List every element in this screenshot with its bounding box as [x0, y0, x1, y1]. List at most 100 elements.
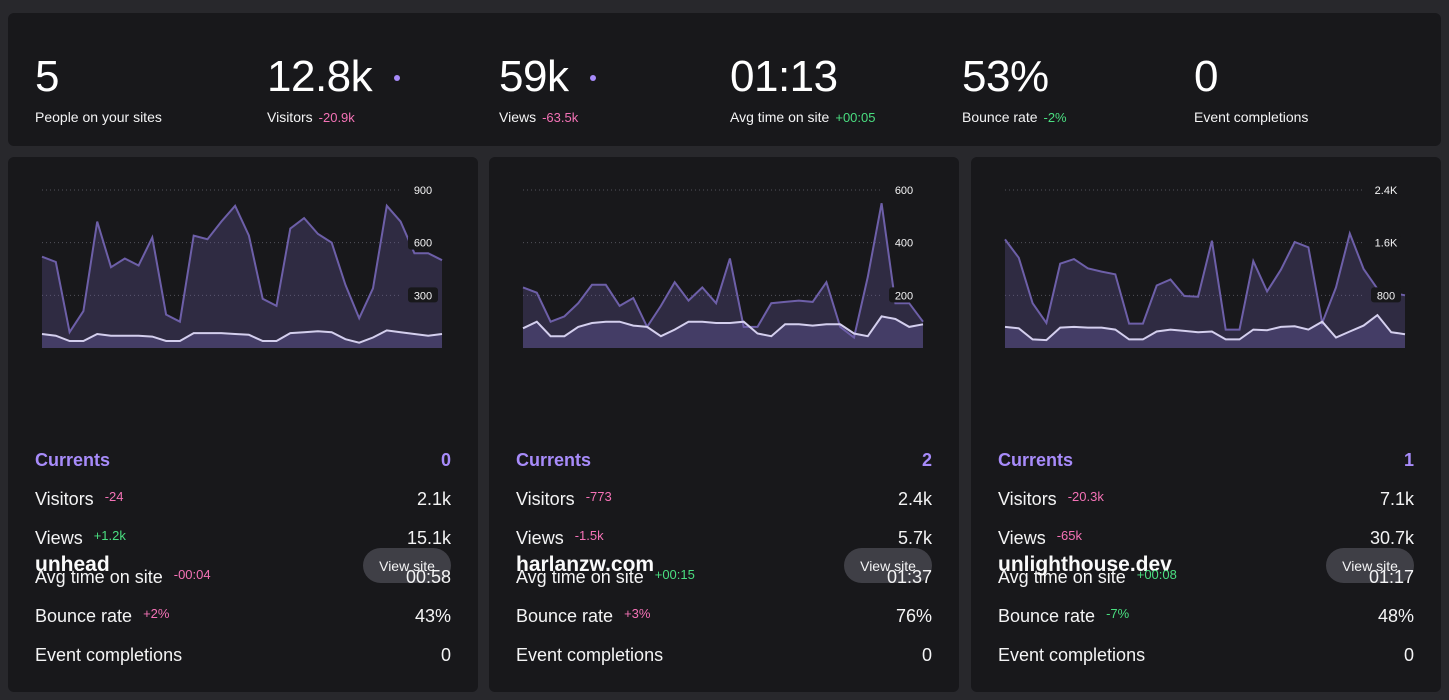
stat-label: Avg time on site: [730, 109, 830, 125]
metric-value: 0: [1403, 644, 1414, 665]
y-tick-label: 600: [895, 185, 913, 197]
tick-label-bg: [1371, 182, 1401, 197]
metric-value: 76%: [895, 605, 932, 626]
metric-delta: -20.3k: [1067, 488, 1104, 504]
site-name: harlanzw.com: [516, 553, 655, 576]
metric-delta: -65k: [1056, 527, 1082, 543]
site-traffic-chart: 900 600 300: [41, 182, 443, 348]
metric-row-bounce-rate: Bounce rate -7% 48%: [998, 604, 1414, 628]
metric-label: Avg time on site: [998, 566, 1126, 587]
site-traffic-chart: 600 400 200: [522, 182, 924, 348]
y-tick-label: 2.4K: [1375, 185, 1398, 197]
metric-value: 2.1k: [416, 488, 451, 509]
stat-visitors[interactable]: 12.8k Visitors -20.9k: [267, 55, 401, 126]
currents-value: 2: [921, 449, 932, 470]
stat-value: 5: [35, 52, 59, 101]
metric-row-views: Views -65k 30.7k: [998, 526, 1414, 550]
summary-bar: 5 People on your sites 12.8k Visitors -20…: [8, 13, 1441, 146]
stat-event-completions: 0 Event completions: [1194, 52, 1309, 126]
stat-views[interactable]: 59k Views -63.5k: [499, 52, 597, 126]
stat-people-on-sites: 5 People on your sites: [35, 52, 162, 126]
y-tick-label: 900: [414, 185, 432, 197]
stat-label: Views: [499, 109, 537, 125]
currents-label: Currents: [516, 449, 592, 470]
stat-label: Bounce rate: [962, 109, 1038, 125]
site-card-unhead: 900 600 300 unhead View site Currents 0 Vis…: [8, 157, 478, 692]
views-area: [523, 203, 923, 348]
visitors-area: [523, 316, 923, 348]
metric-value: 15.1k: [406, 527, 451, 548]
currents-value: 1: [1403, 449, 1414, 470]
metric-delta: +00:08: [1136, 566, 1177, 582]
metric-value: 0: [921, 644, 932, 665]
metric-delta: +1.2k: [93, 527, 126, 543]
stat-delta: -63.5k: [542, 110, 579, 125]
metric-delta: -00:04: [173, 566, 211, 582]
metric-label: Views: [516, 527, 564, 548]
metric-value: 00:58: [405, 566, 451, 587]
stat-value: 0: [1194, 52, 1218, 101]
metric-row-views: Views +1.2k 15.1k: [35, 526, 451, 550]
metric-row-views: Views -1.5k 5.7k: [516, 526, 932, 550]
site-name: unlighthouse.dev: [998, 553, 1172, 576]
stat-bounce-rate: 53% Bounce rate -2%: [962, 55, 1067, 126]
metric-label: Bounce rate: [998, 605, 1096, 626]
y-tick-label: 600: [414, 238, 432, 250]
series-dot-icon: [394, 75, 401, 81]
stat-label: Event completions: [1194, 109, 1309, 125]
metric-label: Visitors: [35, 488, 94, 509]
tick-label-bg: [889, 182, 919, 197]
views-area: [42, 205, 442, 348]
view-site-button[interactable]: View site: [1326, 548, 1414, 583]
metric-value: 43%: [414, 605, 451, 626]
tick-label-bg: [1371, 287, 1401, 303]
series-dot-icon: [590, 75, 597, 81]
y-tick-label: 1.6K: [1375, 238, 1398, 250]
metric-delta: -24: [104, 488, 124, 504]
metric-label: Event completions: [35, 644, 183, 665]
views-line: [522, 203, 924, 340]
y-tick-label: 400: [895, 238, 913, 250]
stat-label: Visitors: [267, 109, 313, 125]
metric-value: 7.1k: [1379, 488, 1414, 509]
views-line: [41, 203, 443, 335]
view-site-button[interactable]: View site: [844, 548, 932, 583]
metric-label: Event completions: [998, 644, 1146, 665]
tick-label-bg: [889, 287, 919, 303]
metric-value: 0: [440, 644, 451, 665]
metric-value: 01:37: [886, 566, 932, 587]
currents-row: Currents 0: [35, 448, 451, 472]
site-card-unlighthouse: 2.4K 1.6K 800 unlighthouse.dev View site C…: [971, 157, 1441, 692]
visitors-line: [522, 315, 924, 338]
metric-row-visitors: Visitors -20.3k 7.1k: [998, 487, 1414, 511]
metric-delta: +3%: [624, 605, 651, 621]
metric-label: Views: [35, 527, 83, 548]
stat-value: 01:13: [730, 52, 838, 101]
views-line: [1004, 230, 1406, 331]
tick-label-bg: [408, 182, 438, 197]
currents-row: Currents 2: [516, 448, 932, 472]
site-traffic-chart: 2.4K 1.6K 800: [1004, 182, 1406, 348]
visitors-line: [1004, 313, 1406, 342]
currents-row: Currents 1: [998, 448, 1414, 472]
currents-value: 0: [440, 449, 451, 470]
visitors-area: [42, 330, 442, 348]
metric-delta: -7%: [1106, 605, 1130, 621]
tick-label-bg: [1371, 234, 1401, 250]
y-tick-label: 300: [414, 290, 432, 302]
view-site-button[interactable]: View site: [363, 548, 451, 583]
stat-value: 59k: [499, 52, 569, 101]
metric-label: Bounce rate: [516, 605, 614, 626]
metric-value: 01:17: [1368, 566, 1414, 587]
stat-delta: +00:05: [835, 110, 876, 125]
tick-label-bg: [889, 234, 919, 250]
stat-label: People on your sites: [35, 109, 162, 125]
metric-label: Event completions: [516, 644, 664, 665]
currents-label: Currents: [35, 449, 111, 470]
metric-row-event-completions: Event completions 0: [998, 643, 1414, 667]
metric-row-bounce-rate: Bounce rate +3% 76%: [516, 604, 932, 628]
currents-label: Currents: [998, 449, 1074, 470]
metric-value: 5.7k: [897, 527, 932, 548]
tick-label-bg: [408, 234, 438, 250]
metric-row-event-completions: Event completions 0: [35, 643, 451, 667]
